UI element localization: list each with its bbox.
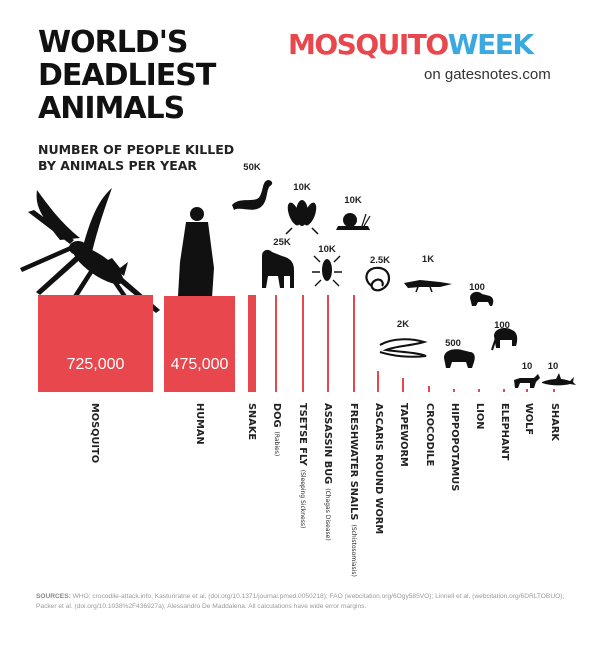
labels-layer: 725,000 475,000 50K 25K 10K 10K 10K 2.5K 2K 1K 500…	[67, 162, 560, 577]
bar-freshwater-snails	[353, 295, 355, 392]
bar-snake	[248, 295, 256, 392]
category-label-snake: SNAKE	[246, 403, 257, 440]
title-line: ANIMALS	[38, 91, 185, 126]
category-note-tsetse-fly: (Sleeping Sickness)	[300, 470, 307, 529]
elephant-icon	[491, 328, 518, 351]
brand-logo: MOSQUITOWEEK	[288, 28, 534, 62]
sources-text: WHO; crocodile-attack.info; Kasturiratne…	[36, 593, 565, 610]
page-subtitle: NUMBER OF PEOPLE KILLED BY ANIMALS PER Y…	[38, 142, 234, 174]
page-title: WORLD'S DEADLIEST ANIMALS	[38, 25, 216, 126]
value-label-hippopotamus: 500	[445, 338, 461, 349]
bars-layer	[38, 295, 555, 392]
category-label-tapeworm: TAPEWORM	[398, 403, 409, 467]
bar-elephant	[503, 389, 505, 392]
snail-icon	[336, 213, 371, 230]
subtitle-line: BY ANIMALS PER YEAR	[38, 158, 198, 173]
category-label-mosquito: MOSQUITO	[89, 403, 100, 463]
value-label-wolf: 10	[522, 361, 533, 372]
bar-wolf	[526, 389, 528, 392]
category-label-freshwater-snails: FRESHWATER SNAILS(Schistosomiasis)	[348, 403, 359, 577]
category-label-elephant: ELEPHANT	[499, 403, 510, 461]
wolf-icon	[514, 374, 540, 388]
category-label-wolf: WOLF	[523, 403, 534, 435]
category-note-assassin-bug: (Chagas Disease)	[325, 488, 332, 540]
value-label-crocodile: 1K	[422, 254, 434, 265]
category-label-crocodile: CROCODILE	[424, 403, 435, 466]
subtitle-line: NUMBER OF PEOPLE KILLED	[38, 142, 235, 157]
roundworm-icon	[365, 266, 391, 292]
tapeworm-icon	[379, 338, 428, 358]
bar-lion	[478, 389, 480, 392]
value-label-dog: 25K	[273, 237, 291, 248]
category-label-assassin-bug: ASSASSIN BUG(Chagas Disease)	[322, 403, 333, 541]
title-line: DEADLIEST	[38, 58, 216, 93]
sources-note: SOURCES: WHO; crocodile-attack.info; Kas…	[36, 592, 576, 612]
snake-icon	[232, 180, 273, 210]
bar-assassin-bug	[327, 295, 329, 392]
category-note-dog: (Rabies)	[274, 432, 281, 457]
bar-hippopotamus	[453, 389, 455, 392]
brand-part1: MOSQUITO	[288, 28, 449, 61]
value-label-shark: 10	[548, 361, 559, 372]
category-label-lion: LION	[474, 403, 485, 429]
value-label-ascaris-round-worm: 2.5K	[370, 255, 390, 266]
title-line: WORLD'S	[38, 25, 189, 60]
category-note-freshwater-snails: (Schistosomiasis)	[351, 524, 358, 576]
assassin-bug-icon	[312, 255, 342, 287]
bar-tapeworm	[402, 378, 404, 392]
value-label-tapeworm: 2K	[397, 319, 409, 330]
lion-icon	[470, 291, 494, 306]
sources-label: SOURCES:	[36, 593, 71, 600]
bar-shark	[553, 389, 555, 392]
category-label-tsetse-fly: TSETSE FLY(Sleeping Sickness)	[297, 403, 308, 528]
value-label-human: 475,000	[171, 356, 229, 373]
bar-mosquito	[38, 295, 153, 392]
crocodile-icon	[404, 280, 452, 293]
category-label-dog: DOG(Rabies)	[271, 403, 282, 456]
brand-part2: WEEK	[447, 28, 534, 61]
category-label-shark: SHARK	[549, 403, 560, 441]
value-label-assassin-bug: 10K	[318, 244, 336, 255]
tsetse-fly-icon	[285, 200, 319, 235]
bar-crocodile	[428, 386, 430, 392]
shark-icon	[542, 373, 576, 386]
bar-dog	[275, 295, 277, 392]
value-label-elephant: 100	[494, 320, 510, 331]
value-label-snake: 50K	[243, 162, 261, 173]
value-label-freshwater-snails: 10K	[344, 195, 362, 206]
bar-tsetse-fly	[302, 295, 304, 392]
brand-url[interactable]: on gatesnotes.com	[424, 66, 551, 83]
dog-icon	[262, 249, 294, 288]
value-label-tsetse-fly: 10K	[293, 182, 311, 193]
value-label-lion: 100	[469, 282, 485, 293]
category-label-ascaris-round-worm: ASCARIS ROUND WORM	[373, 403, 384, 534]
bar-human	[164, 296, 235, 392]
hippopotamus-icon	[444, 349, 475, 368]
value-label-mosquito: 725,000	[67, 356, 125, 373]
bar-ascaris-round-worm	[377, 371, 379, 392]
category-label-human: HUMAN	[194, 403, 205, 445]
category-label-hippopotamus: HIPPOPOTAMUS	[449, 403, 460, 491]
